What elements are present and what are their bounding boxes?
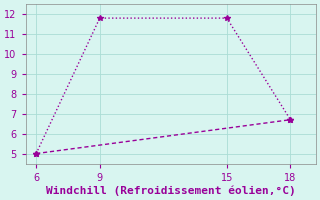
X-axis label: Windchill (Refroidissement éolien,°C): Windchill (Refroidissement éolien,°C) xyxy=(46,185,296,196)
